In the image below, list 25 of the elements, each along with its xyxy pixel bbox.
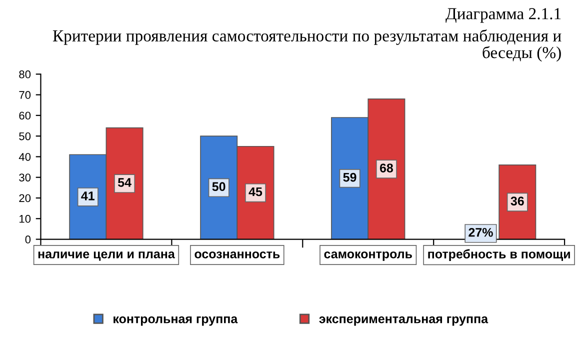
legend-label: контрольная группа bbox=[114, 316, 238, 326]
legend-label: экспериментальная группа bbox=[319, 316, 488, 326]
data-label: 41 bbox=[81, 192, 94, 200]
y-tick-label: 60 bbox=[19, 112, 31, 120]
y-tick-label: 30 bbox=[19, 174, 31, 182]
data-label: 45 bbox=[248, 187, 262, 196]
y-tick-label: 0 bbox=[25, 236, 31, 244]
y-tick-label: 40 bbox=[18, 152, 31, 161]
x-tick-label: потребность в помощи bbox=[428, 249, 570, 261]
data-label: 50 bbox=[212, 182, 226, 192]
x-tick-label: наличие цели и плана bbox=[38, 252, 175, 261]
y-tick-label: 10 bbox=[20, 214, 31, 223]
x-tick-label: осознанность bbox=[194, 252, 280, 258]
data-label: 36 bbox=[510, 196, 524, 206]
data-label: 59 bbox=[343, 172, 356, 182]
x-tick-label: самоконтроль bbox=[324, 251, 412, 261]
y-tick-label: 70 bbox=[19, 91, 31, 99]
data-label: 54 bbox=[118, 178, 132, 187]
y-tick-label: 50 bbox=[19, 132, 31, 140]
text: 27% bbox=[468, 228, 493, 237]
y-tick-label: 20 bbox=[19, 194, 31, 202]
data-label: 68 bbox=[380, 164, 394, 172]
chart-title: Диаграмма 2.1.1 bbox=[446, 8, 561, 23]
chart-subtitle: Критерии проявления самостоятельности по результатам наблюдения и беседы (%) bbox=[52, 29, 562, 62]
y-tick-label: 80 bbox=[19, 70, 31, 78]
